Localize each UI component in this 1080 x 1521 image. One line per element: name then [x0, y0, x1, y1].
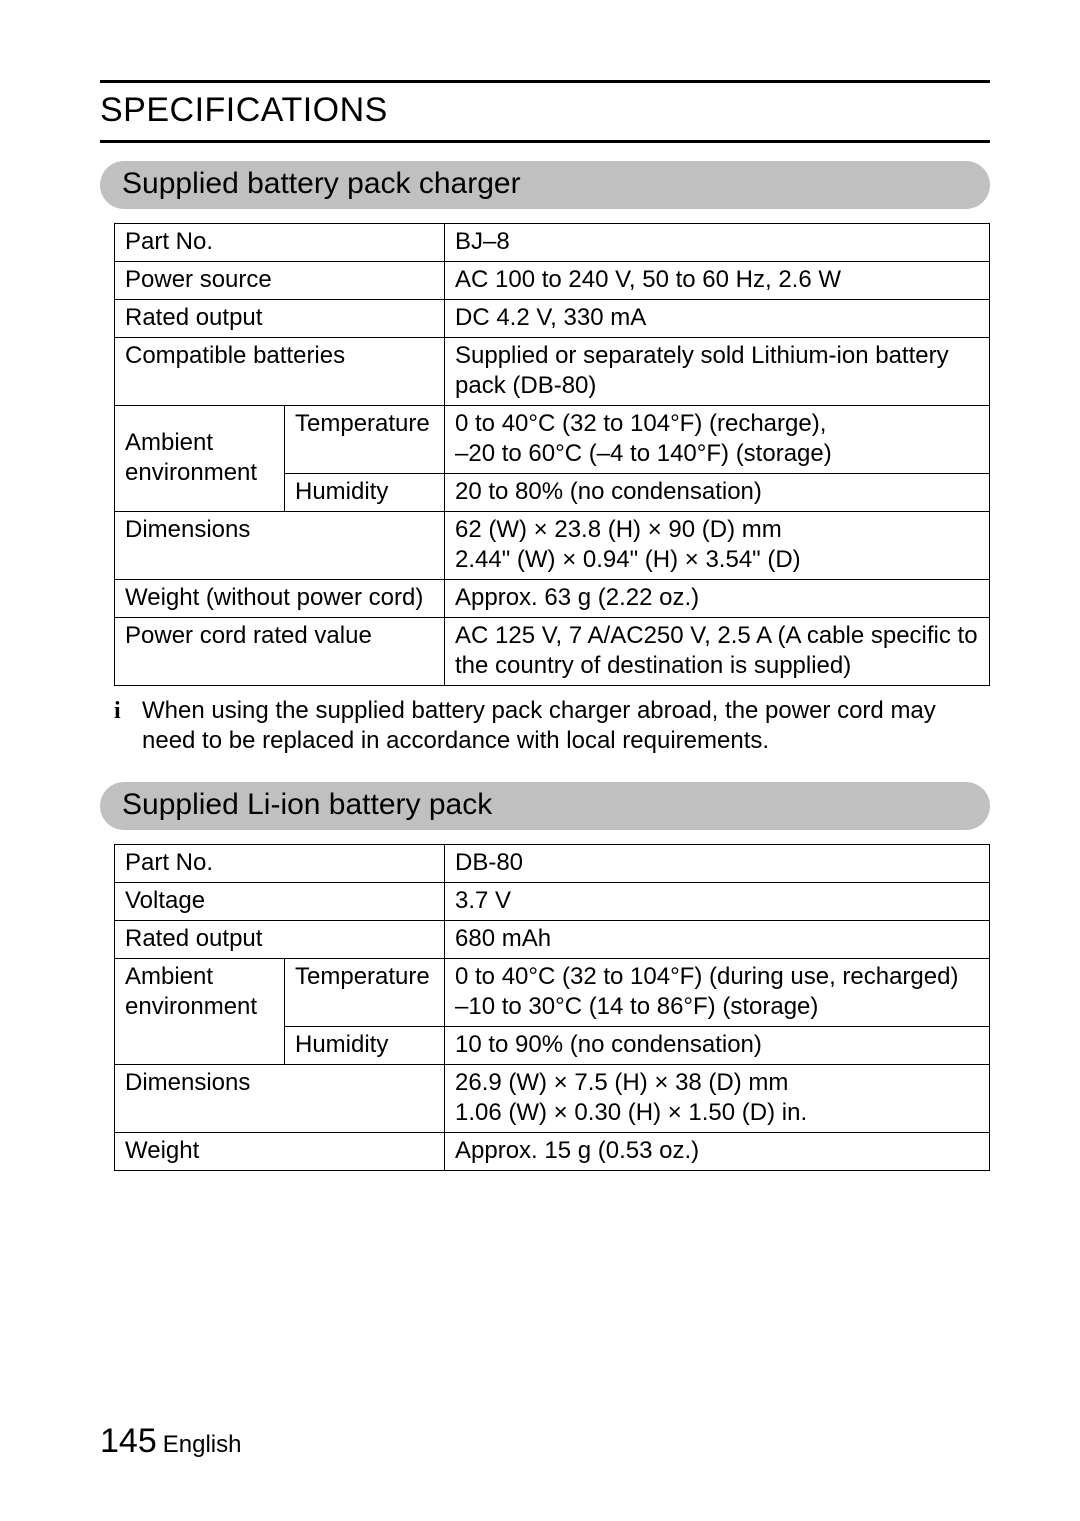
- page-title: SPECIFICATIONS: [100, 91, 990, 130]
- table-row: Power source AC 100 to 240 V, 50 to 60 H…: [115, 262, 990, 300]
- spec-value: 62 (W) × 23.8 (H) × 90 (D) mm 2.44" (W) …: [445, 512, 990, 580]
- table-row: Part No. DB-80: [115, 845, 990, 883]
- spec-label: Dimensions: [115, 512, 445, 580]
- bottom-rule: [100, 140, 990, 143]
- table-row: Weight (without power cord) Approx. 63 g…: [115, 580, 990, 618]
- top-rule: [100, 80, 990, 83]
- spec-value: DC 4.2 V, 330 mA: [445, 300, 990, 338]
- page-footer: 145English: [100, 1422, 241, 1461]
- spec-value: BJ–8: [445, 224, 990, 262]
- table-row: Dimensions 62 (W) × 23.8 (H) × 90 (D) mm…: [115, 512, 990, 580]
- table-row: Ambient environment Temperature 0 to 40°…: [115, 959, 990, 1027]
- page-number: 145: [100, 1422, 157, 1460]
- charger-spec-table: Part No. BJ–8 Power source AC 100 to 240…: [114, 223, 990, 686]
- table-row: Compatible batteries Supplied or separat…: [115, 338, 990, 406]
- spec-value: 680 mAh: [445, 921, 990, 959]
- spec-label: Power cord rated value: [115, 618, 445, 686]
- spec-value: 0 to 40°C (32 to 104°F) (recharge), –20 …: [445, 406, 990, 474]
- spec-value: Approx. 15 g (0.53 oz.): [445, 1133, 990, 1171]
- spec-value: Supplied or separately sold Lithium-ion …: [445, 338, 990, 406]
- note-text: When using the supplied battery pack cha…: [142, 696, 990, 756]
- charger-note: i When using the supplied battery pack c…: [114, 696, 990, 756]
- table-row: Rated output 680 mAh: [115, 921, 990, 959]
- spec-label: Power source: [115, 262, 445, 300]
- spec-value: AC 100 to 240 V, 50 to 60 Hz, 2.6 W: [445, 262, 990, 300]
- spec-label: Part No.: [115, 845, 445, 883]
- spec-sublabel: Temperature: [285, 406, 445, 474]
- table-row: Power cord rated value AC 125 V, 7 A/AC2…: [115, 618, 990, 686]
- spec-label: Rated output: [115, 921, 445, 959]
- table-row: Voltage 3.7 V: [115, 883, 990, 921]
- spec-value: 0 to 40°C (32 to 104°F) (during use, rec…: [445, 959, 990, 1027]
- spec-value: 26.9 (W) × 7.5 (H) × 38 (D) mm 1.06 (W) …: [445, 1065, 990, 1133]
- spec-label: Ambient environment: [115, 406, 285, 512]
- table-row: Part No. BJ–8: [115, 224, 990, 262]
- section-title-battery: Supplied Li-ion battery pack: [100, 782, 990, 830]
- spec-label: Voltage: [115, 883, 445, 921]
- spec-sublabel: Temperature: [285, 959, 445, 1027]
- spec-value: AC 125 V, 7 A/AC250 V, 2.5 A (A cable sp…: [445, 618, 990, 686]
- section-title-charger: Supplied battery pack charger: [100, 161, 990, 209]
- spec-label: Weight: [115, 1133, 445, 1171]
- spec-label: Weight (without power cord): [115, 580, 445, 618]
- battery-spec-table: Part No. DB-80 Voltage 3.7 V Rated outpu…: [114, 844, 990, 1171]
- spec-label: Ambient environment: [115, 959, 285, 1065]
- page-language: English: [163, 1431, 242, 1458]
- spec-value: 20 to 80% (no condensation): [445, 474, 990, 512]
- spec-label: Part No.: [115, 224, 445, 262]
- spec-label: Dimensions: [115, 1065, 445, 1133]
- page: SPECIFICATIONS Supplied battery pack cha…: [0, 0, 1080, 1521]
- spec-label: Rated output: [115, 300, 445, 338]
- spec-value: 3.7 V: [445, 883, 990, 921]
- table-row: Dimensions 26.9 (W) × 7.5 (H) × 38 (D) m…: [115, 1065, 990, 1133]
- table-row: Rated output DC 4.2 V, 330 mA: [115, 300, 990, 338]
- note-bullet-icon: i: [114, 696, 142, 756]
- spec-value: DB-80: [445, 845, 990, 883]
- table-row: Weight Approx. 15 g (0.53 oz.): [115, 1133, 990, 1171]
- spec-sublabel: Humidity: [285, 1027, 445, 1065]
- spec-value: 10 to 90% (no condensation): [445, 1027, 990, 1065]
- spec-sublabel: Humidity: [285, 474, 445, 512]
- spec-value: Approx. 63 g (2.22 oz.): [445, 580, 990, 618]
- table-row: Ambient environment Temperature 0 to 40°…: [115, 406, 990, 474]
- spec-label: Compatible batteries: [115, 338, 445, 406]
